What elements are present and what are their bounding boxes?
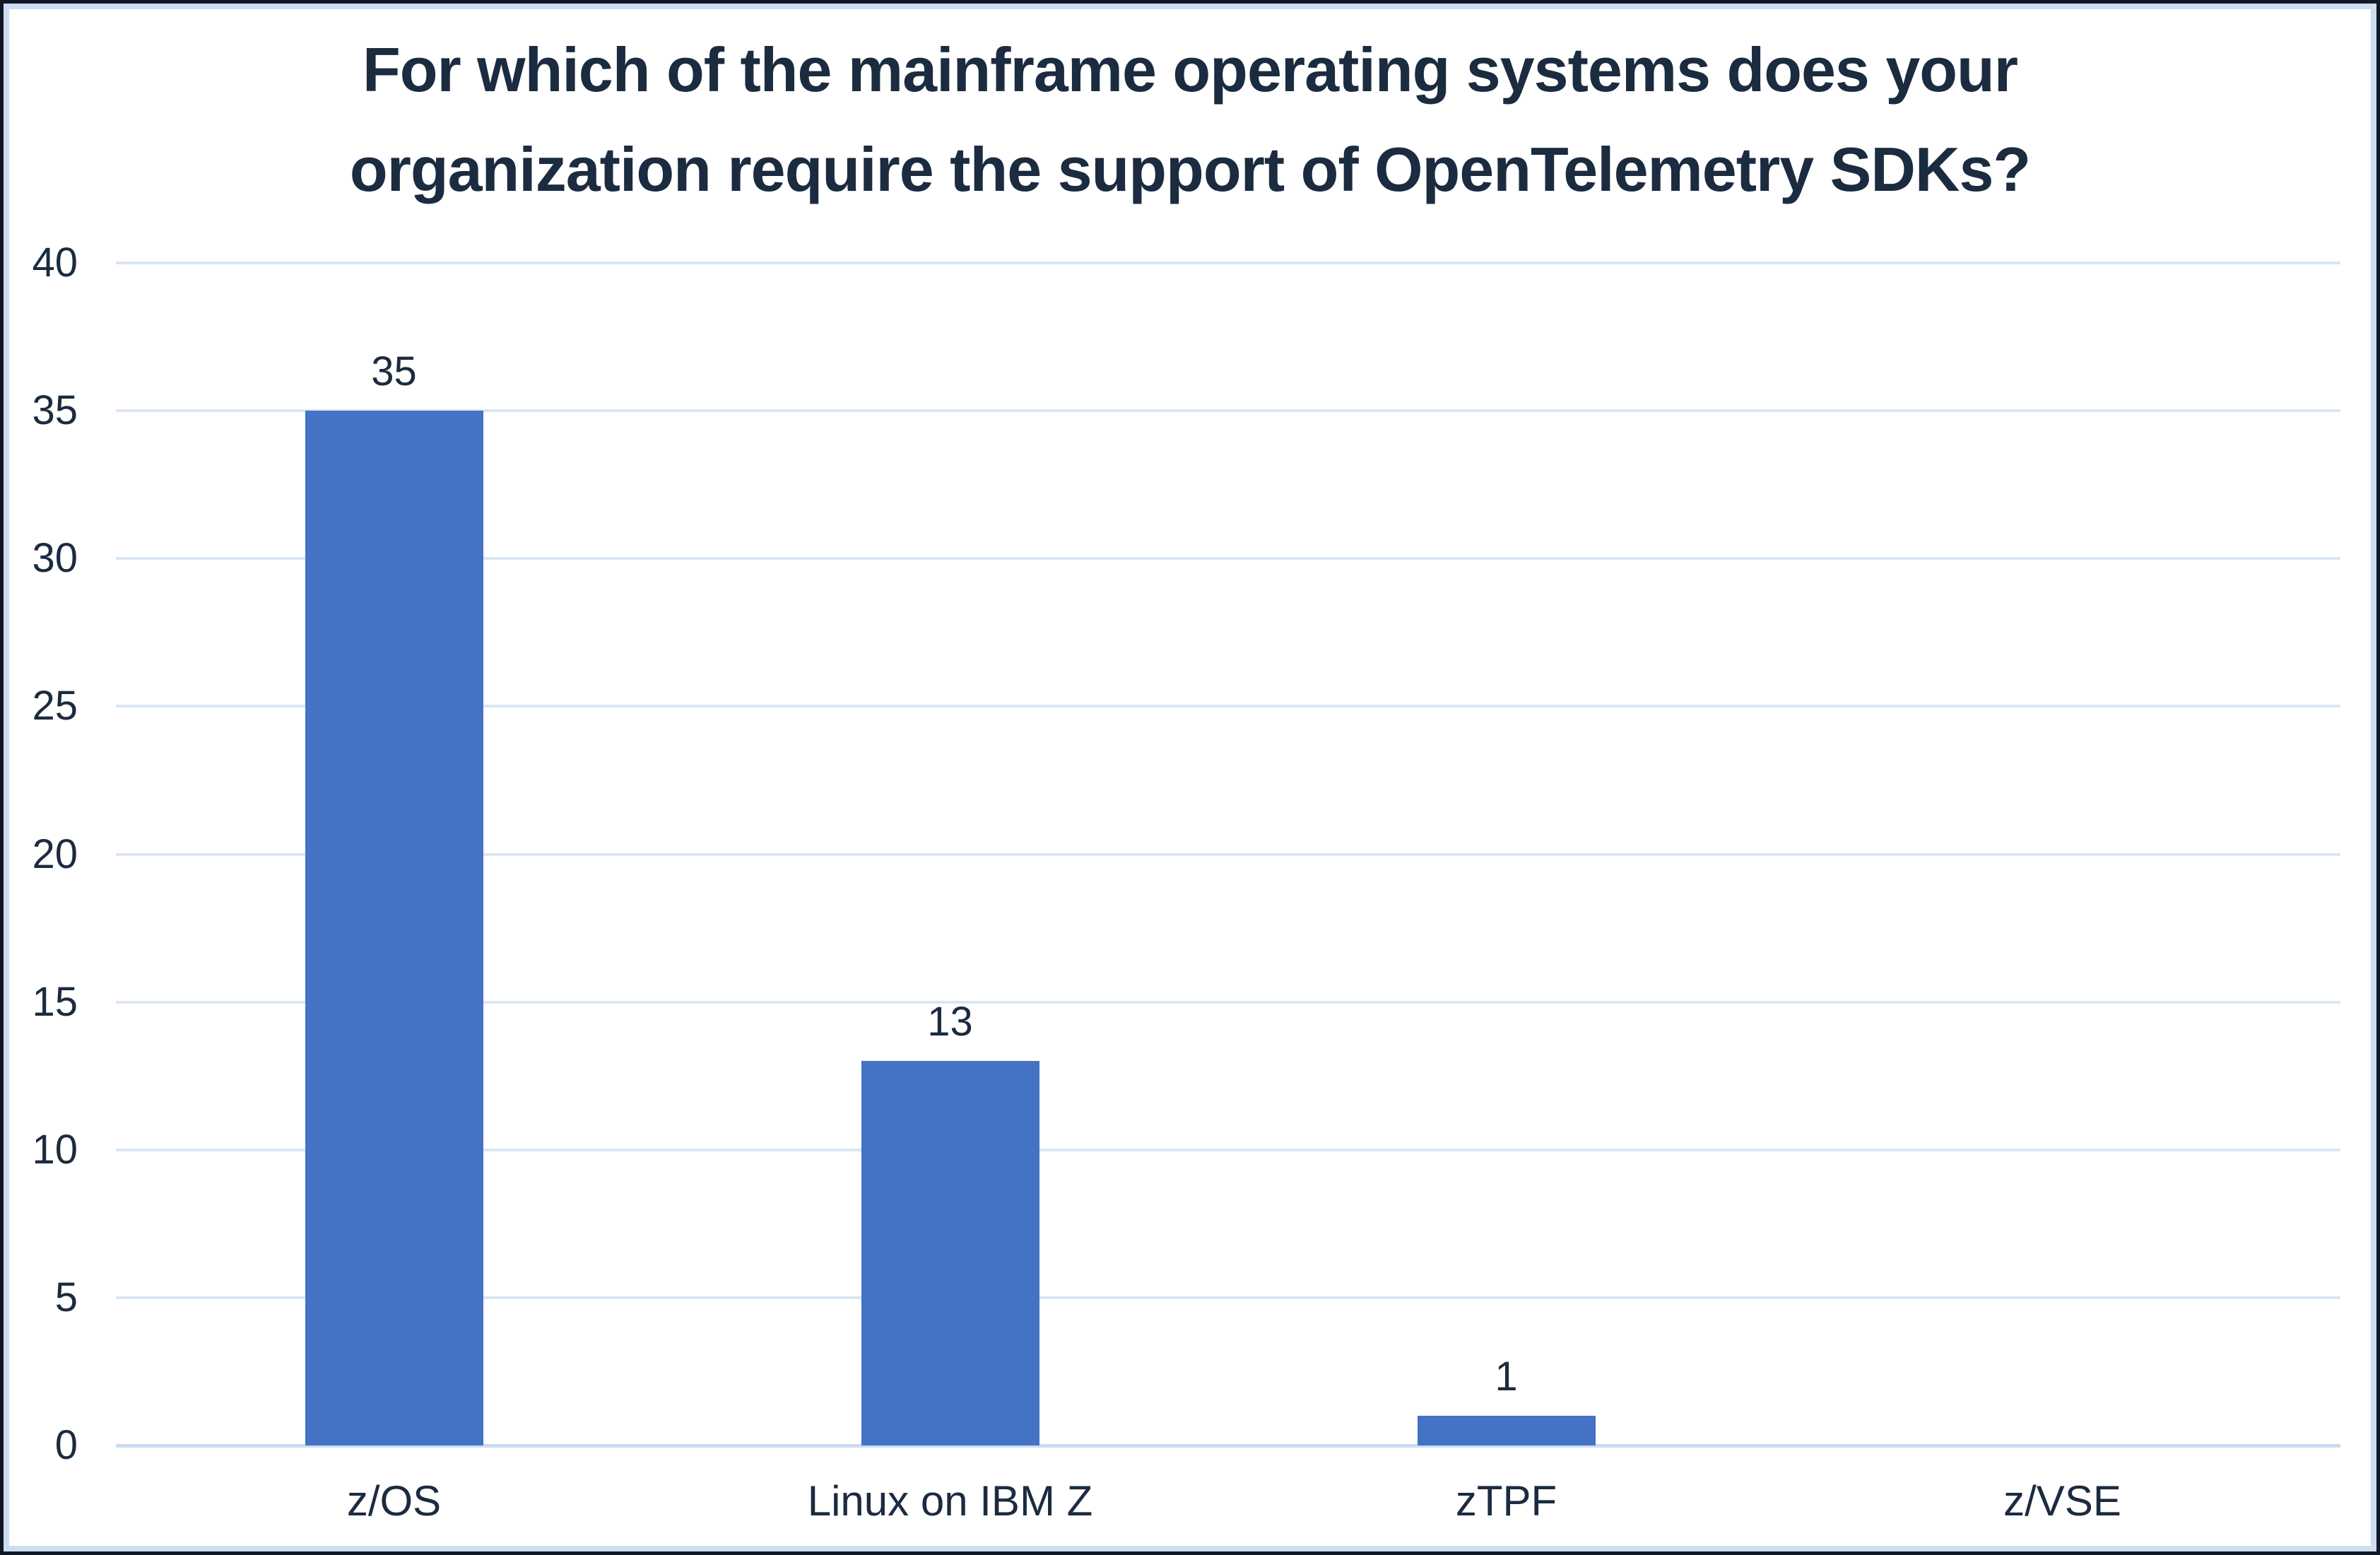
chart-title-line-2: organization require the support of Open… [349, 134, 2031, 204]
y-axis-tick-label-40: 40 [32, 240, 78, 286]
bar-z-os [305, 411, 483, 1445]
gridline-40 [116, 262, 2340, 264]
category-label-z-os: z/OS [346, 1477, 442, 1525]
bar-value-label-z-os: 35 [371, 348, 417, 394]
gridline-0 [116, 1444, 2340, 1448]
gridline-15 [116, 1000, 2340, 1004]
bar-value-label-ztpf: 1 [1495, 1354, 1518, 1400]
gridline-30 [116, 557, 2340, 561]
category-label-ztpf: zTPF [1455, 1477, 1557, 1525]
y-axis-tick-label-10: 10 [32, 1126, 78, 1173]
y-axis-tick-label-25: 25 [32, 683, 78, 729]
bar-linux-on-ibm-z [861, 1061, 1039, 1445]
chart-title: For which of the mainframe operating sys… [0, 20, 2380, 219]
bar-value-label-linux-on-ibm-z: 13 [927, 999, 973, 1045]
chart-title-line-1: For which of the mainframe operating sys… [362, 35, 2018, 105]
gridline-35 [116, 409, 2340, 413]
gridline-10 [116, 1148, 2340, 1151]
category-label-z-vse: z/VSE [2003, 1477, 2121, 1525]
y-axis-tick-label-20: 20 [32, 831, 78, 877]
y-axis-tick-label-5: 5 [54, 1274, 78, 1320]
y-axis-tick-label-0: 0 [54, 1422, 78, 1468]
y-axis-tick-label-30: 30 [32, 535, 78, 582]
gridline-25 [116, 705, 2340, 708]
gridline-5 [116, 1296, 2340, 1299]
y-axis-tick-label-35: 35 [32, 387, 78, 434]
category-label-linux-on-ibm-z: Linux on IBM Z [807, 1477, 1093, 1525]
bar-ztpf [1417, 1416, 1596, 1445]
gridline-20 [116, 852, 2340, 856]
y-axis-tick-label-15: 15 [32, 978, 78, 1025]
